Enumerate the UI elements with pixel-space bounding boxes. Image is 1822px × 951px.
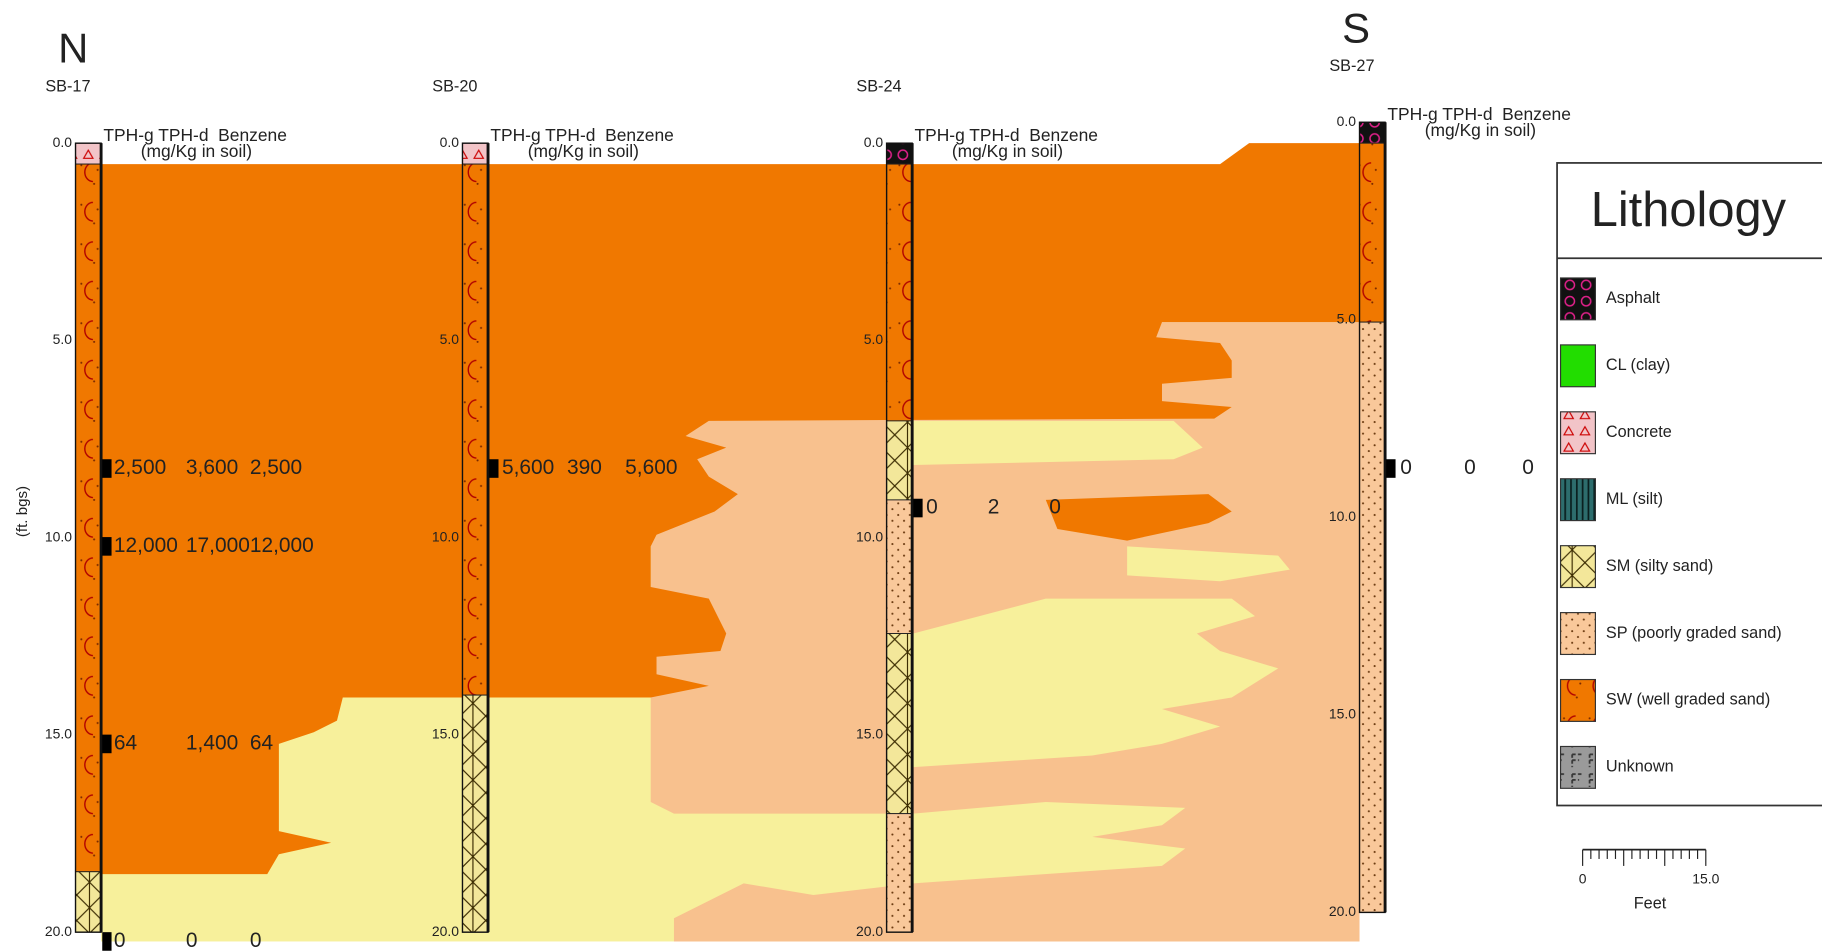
scale-label: 15.0 xyxy=(1692,871,1719,887)
sample-marker xyxy=(1386,459,1395,478)
legend-swatch xyxy=(1561,412,1596,454)
lithology-unit xyxy=(887,164,913,421)
depth-label: 20.0 xyxy=(45,923,72,939)
lithology-unit xyxy=(887,143,913,164)
legend-swatch xyxy=(1561,746,1596,788)
depth-label: 20.0 xyxy=(432,923,459,939)
sample-value: 12,000 xyxy=(114,534,178,557)
sample-value: 0 xyxy=(1464,456,1476,479)
sample-marker xyxy=(913,499,922,518)
depth-label: 15.0 xyxy=(45,726,72,742)
sample-value: 17,000 xyxy=(186,534,250,557)
sample-value: 0 xyxy=(926,496,938,519)
depth-label: 15.0 xyxy=(1329,706,1356,722)
depth-label: 5.0 xyxy=(440,331,460,347)
sample-value: 3,600 xyxy=(186,456,238,479)
depth-label: 5.0 xyxy=(864,331,884,347)
sample-value: 0 xyxy=(114,929,126,951)
sample-value: 0 xyxy=(1400,456,1412,479)
sample-marker xyxy=(102,735,111,754)
lithology-unit xyxy=(76,143,102,164)
depth-label: 10.0 xyxy=(856,528,883,544)
scale-unit: Feet xyxy=(1634,895,1667,913)
depth-label: 0.0 xyxy=(864,134,884,150)
depth-axis-label: (ft. bgs) xyxy=(14,486,31,537)
legend-label: SP (poorly graded sand) xyxy=(1606,624,1782,642)
depth-label: 15.0 xyxy=(856,726,883,742)
header-units: (mg/Kg in soil) xyxy=(1425,120,1536,140)
depth-label: 20.0 xyxy=(856,923,883,939)
scale-label: 0 xyxy=(1579,871,1587,887)
sample-value: 0 xyxy=(1522,456,1534,479)
sample-value: 2,500 xyxy=(250,456,302,479)
legend-label: Concrete xyxy=(1606,423,1672,441)
header-units: (mg/Kg in soil) xyxy=(952,141,1063,161)
legend-label: Asphalt xyxy=(1606,289,1661,307)
sample-marker xyxy=(102,459,111,478)
lithology-unit xyxy=(1360,143,1386,322)
boring-name: SB-17 xyxy=(45,78,90,96)
header-units: (mg/Kg in soil) xyxy=(528,141,639,161)
lithology-unit xyxy=(76,872,102,932)
cross-section: N S (ft. bgs) Lithology Feet SB-17 0.0 5.0… xyxy=(0,0,1822,951)
sample-value: 5,600 xyxy=(625,456,677,479)
legend-label: ML (silt) xyxy=(1606,490,1663,508)
lithology-unit xyxy=(887,500,913,634)
lithology-unit xyxy=(462,695,488,932)
boring-name: SB-27 xyxy=(1329,57,1374,75)
lithology-unit xyxy=(462,164,488,695)
sample-value: 64 xyxy=(114,731,138,754)
depth-label: 10.0 xyxy=(45,528,72,544)
header-units: (mg/Kg in soil) xyxy=(141,141,252,161)
depth-label: 0.0 xyxy=(53,134,73,150)
depth-label: 15.0 xyxy=(432,726,459,742)
lithology-unit xyxy=(887,634,913,814)
legend-box xyxy=(1557,163,1822,806)
lithology-unit xyxy=(462,143,488,164)
legend-label: SM (silty sand) xyxy=(1606,557,1713,575)
legend-swatch xyxy=(1561,479,1596,521)
depth-label: 0.0 xyxy=(1337,113,1357,129)
sample-value: 0 xyxy=(1049,496,1061,519)
sample-value: 12,000 xyxy=(250,534,314,557)
sample-value: 0 xyxy=(186,929,198,951)
depth-label: 10.0 xyxy=(1329,508,1356,524)
lithology-unit xyxy=(887,814,913,933)
depth-label: 5.0 xyxy=(1337,310,1357,326)
sample-value: 2 xyxy=(988,496,1000,519)
sample-value: 64 xyxy=(250,731,274,754)
sm-lens xyxy=(913,421,1202,465)
legend-label: CL (clay) xyxy=(1606,356,1670,374)
sample-value: 390 xyxy=(567,456,602,479)
legend-swatch xyxy=(1561,613,1596,655)
depth-label: 0.0 xyxy=(440,134,460,150)
boring-name: SB-24 xyxy=(856,78,901,96)
south-label: S xyxy=(1342,5,1370,52)
sample-value: 5,600 xyxy=(502,456,554,479)
depth-label: 10.0 xyxy=(432,528,459,544)
depth-label: 20.0 xyxy=(1329,903,1356,919)
lithology-unit xyxy=(1360,122,1386,143)
sample-value: 0 xyxy=(250,929,262,951)
sample-value: 2,500 xyxy=(114,456,166,479)
lithology-unit xyxy=(887,421,913,500)
legend-swatch xyxy=(1561,546,1596,588)
legend-swatch xyxy=(1561,278,1596,320)
depth-label: 5.0 xyxy=(53,331,73,347)
sample-marker xyxy=(102,537,111,556)
lithology-unit xyxy=(1360,322,1386,912)
sample-value: 1,400 xyxy=(186,731,238,754)
legend-title: Lithology xyxy=(1591,183,1787,237)
legend-label: SW (well graded sand) xyxy=(1606,691,1770,709)
boring-name: SB-20 xyxy=(432,78,477,96)
sample-marker xyxy=(489,459,498,478)
legend-swatch xyxy=(1561,680,1596,722)
legend-label: Unknown xyxy=(1606,758,1674,776)
legend-swatch xyxy=(1561,345,1596,387)
sample-marker xyxy=(102,932,111,951)
lithology-unit xyxy=(76,164,102,872)
north-label: N xyxy=(58,24,88,71)
